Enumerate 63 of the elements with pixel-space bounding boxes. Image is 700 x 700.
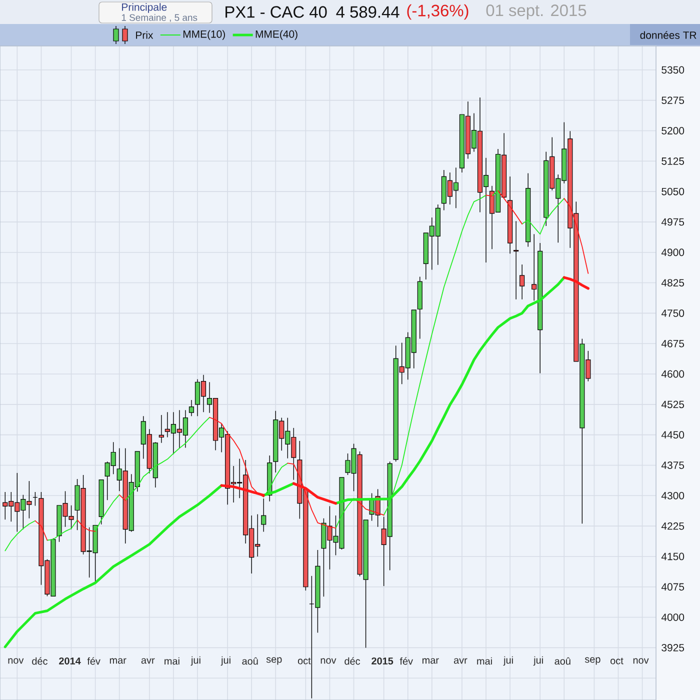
chart-subtitle: 4 589.44 — [336, 6, 400, 18]
legend-label: MME(40) — [256, 30, 298, 40]
y-tick-label: 4075 — [661, 583, 684, 591]
x-tick-label: avr — [141, 658, 155, 664]
chart-title: PX1 - CAC 40 — [226, 6, 327, 18]
y-tick-label: 4225 — [661, 522, 684, 530]
line-series — [562, 276, 590, 290]
x-tick-label: sep — [584, 657, 600, 665]
legend-label: Prix — [136, 31, 154, 39]
y-tick-label: 4150 — [661, 552, 684, 560]
x-tick-label: 2014 — [59, 657, 81, 665]
text: (-1,36%) — [407, 4, 468, 20]
y-tick-label: 4450 — [661, 431, 684, 439]
y-tick-label: 5125 — [662, 157, 684, 165]
text: Principale — [122, 3, 167, 13]
y-tick-label: 5050 — [662, 188, 684, 196]
y-tick-label: 5350 — [662, 66, 684, 74]
y-tick-label: 4525 — [661, 400, 684, 408]
x-tick-label: fév — [400, 657, 413, 665]
x-tick-label: nov — [8, 658, 24, 664]
x-tick-label: mar — [110, 658, 126, 664]
x-tick-label: aoû — [242, 657, 258, 665]
line-series — [498, 190, 523, 224]
line-series — [4, 484, 223, 648]
x-tick-label: jui — [190, 656, 200, 666]
x-tick-label: oct — [610, 658, 624, 664]
candlestick — [514, 220, 519, 300]
y-tick-label: 4825 — [661, 279, 684, 286]
x-tick-label: jui — [220, 656, 230, 666]
text: 01 sept. 2015 — [486, 4, 586, 20]
x-tick-label: oct — [298, 658, 311, 664]
y-tick-label: 4975 — [661, 218, 684, 226]
candlestick — [261, 498, 266, 532]
x-tick-label: jui — [503, 656, 513, 666]
x-tick-label: sep — [266, 657, 282, 665]
legend-label: MME(10) — [183, 30, 225, 40]
x-tick-label: mai — [164, 657, 180, 665]
y-tick-label: 4375 — [661, 462, 684, 469]
y-tick-label: 4000 — [661, 614, 684, 621]
x-tick-label: mai — [477, 657, 492, 665]
y-tick-label: 4675 — [661, 340, 684, 348]
candlestick — [158, 414, 164, 444]
x-tick-label: 2015 — [372, 657, 394, 665]
y-tick-label: 5275 — [662, 96, 684, 104]
y-tick-label: 4900 — [661, 248, 684, 256]
y-tick-label: 4750 — [661, 309, 684, 317]
x-tick-label: déc — [32, 657, 48, 665]
x-tick-label: mar — [422, 658, 439, 664]
x-tick-label: nov — [633, 658, 649, 664]
y-tick-label: 5200 — [662, 127, 684, 134]
x-tick-label: avr — [454, 658, 468, 664]
x-tick-label: déc — [344, 657, 360, 665]
text: données TR — [640, 31, 696, 39]
x-tick-label: aoû — [554, 657, 570, 665]
candlestick — [188, 400, 194, 417]
y-tick-label: 4600 — [661, 370, 684, 378]
y-tick-label: 4300 — [661, 492, 684, 500]
x-tick-label: nov — [320, 658, 336, 664]
x-tick-label: jui — [533, 656, 543, 666]
text: 1 Semaine , 5 ans — [122, 14, 198, 22]
x-tick-label: fév — [87, 657, 100, 665]
y-tick-label: 3925 — [662, 644, 684, 652]
candlestick — [520, 264, 525, 300]
